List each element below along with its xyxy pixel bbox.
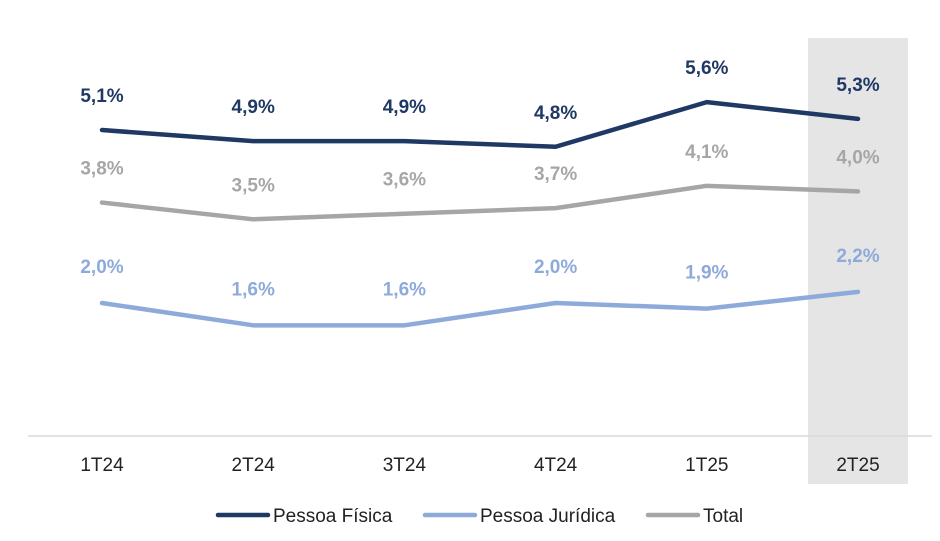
data-label-pessoa-juridica-1t24: 2,0% bbox=[80, 257, 123, 278]
x-tick-label-2t24: 2T24 bbox=[232, 455, 276, 476]
data-label-pessoa-juridica-4t24: 2,0% bbox=[534, 257, 577, 278]
x-tick-label-1t24: 1T24 bbox=[80, 455, 124, 476]
x-tick-label-2t25: 2T25 bbox=[836, 455, 879, 476]
legend-item-pessoa-fisica: Pessoa Física bbox=[215, 506, 393, 527]
legend-label-pessoa-juridica: Pessoa Jurídica bbox=[480, 506, 616, 527]
data-label-total-4t24: 3,7% bbox=[534, 164, 577, 185]
data-label-pessoa-fisica-2t24: 4,9% bbox=[232, 97, 275, 118]
legend-item-pessoa-juridica: Pessoa Jurídica bbox=[422, 506, 616, 527]
data-label-pessoa-fisica-1t24: 5,1% bbox=[80, 86, 123, 107]
x-tick-label-1t25: 1T25 bbox=[685, 455, 728, 476]
data-label-pessoa-fisica-1t25: 5,6% bbox=[685, 58, 728, 79]
data-label-pessoa-fisica-2t25: 5,3% bbox=[836, 75, 879, 96]
data-label-pessoa-juridica-3t24: 1,6% bbox=[383, 279, 426, 300]
data-label-total-3t24: 3,6% bbox=[383, 170, 426, 191]
data-label-pessoa-juridica-1t25: 1,9% bbox=[685, 263, 728, 284]
series-line-pessoa-fisica bbox=[99, 99, 861, 150]
legend-label-total: Total bbox=[703, 506, 743, 527]
series-line-pessoa-juridica bbox=[99, 289, 861, 328]
data-label-total-2t24: 3,5% bbox=[232, 175, 275, 196]
legend-label-pessoa-fisica: Pessoa Física bbox=[273, 506, 393, 527]
x-tick-label-4t24: 4T24 bbox=[534, 455, 578, 476]
data-label-pessoa-juridica-2t25: 2,2% bbox=[836, 246, 879, 267]
data-label-pessoa-juridica-2t24: 1,6% bbox=[232, 279, 275, 300]
data-label-pessoa-fisica-3t24: 4,9% bbox=[383, 97, 426, 118]
data-label-total-1t25: 4,1% bbox=[685, 142, 728, 163]
highlight-band-2t25 bbox=[808, 38, 908, 484]
x-tick-label-3t24: 3T24 bbox=[383, 455, 427, 476]
series-line-total bbox=[99, 183, 861, 222]
data-label-total-1t24: 3,8% bbox=[80, 159, 123, 180]
legend-item-total: Total bbox=[645, 506, 743, 527]
data-label-pessoa-fisica-4t24: 4,8% bbox=[534, 103, 577, 124]
data-label-total-2t25: 4,0% bbox=[836, 147, 879, 168]
